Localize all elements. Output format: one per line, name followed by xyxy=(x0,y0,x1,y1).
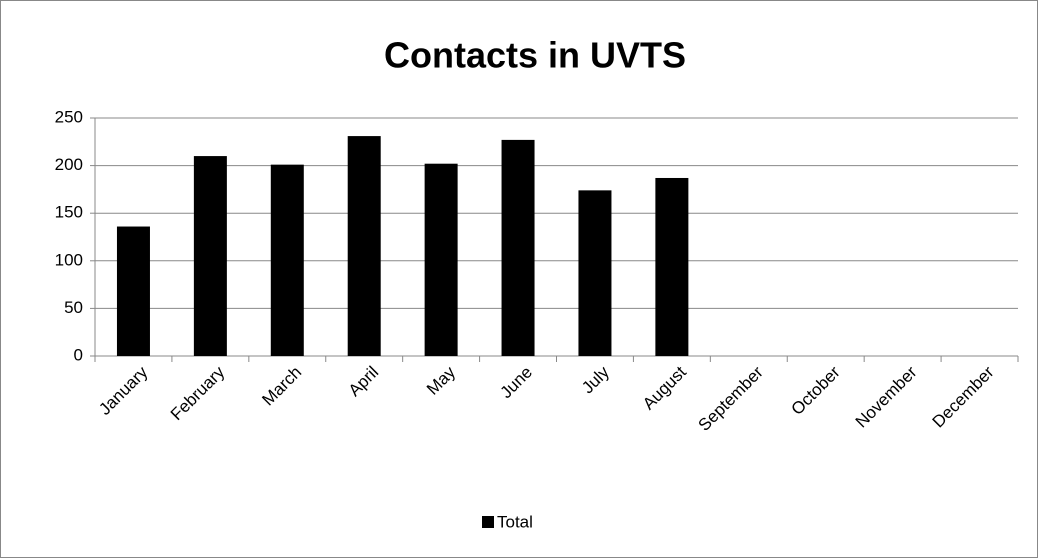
y-tick-label: 250 xyxy=(55,107,83,126)
bar xyxy=(424,163,458,356)
legend-label: Total xyxy=(497,512,533,531)
y-tick-label: 0 xyxy=(74,345,83,364)
y-tick-label: 200 xyxy=(55,155,83,174)
bar xyxy=(347,136,381,356)
bar xyxy=(578,190,612,356)
bar xyxy=(270,164,304,356)
bar xyxy=(116,226,150,356)
bar xyxy=(501,139,535,356)
bar xyxy=(655,177,689,356)
y-tick-label: 150 xyxy=(55,203,83,222)
bar xyxy=(193,156,227,356)
chart-title: Contacts in UVTS xyxy=(384,35,686,76)
legend-swatch xyxy=(482,516,494,528)
y-tick-label: 50 xyxy=(64,298,83,317)
y-tick-label: 100 xyxy=(55,250,83,269)
